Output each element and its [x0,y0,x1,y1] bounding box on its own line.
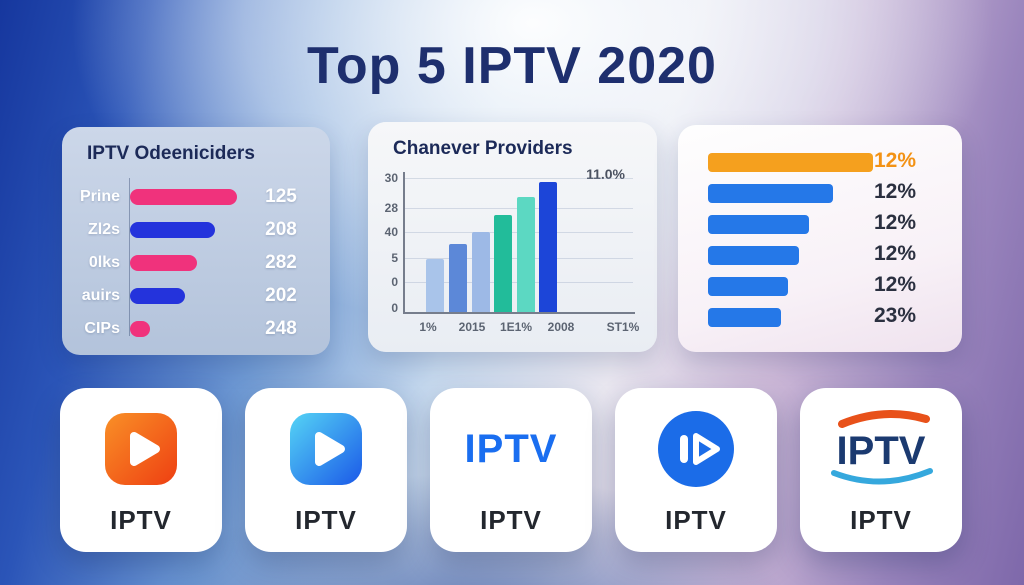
percent-bar [708,184,833,203]
iptv-wordmark-icon: IPTV [800,406,962,492]
y-axis-tick-label: 30 [384,171,398,185]
play-icon [290,413,362,485]
provider-bar [130,189,237,205]
column-chart-title: Chanever Providers [393,138,573,159]
provider-value: 248 [265,318,297,339]
column-bar [426,259,444,312]
app-card[interactable]: IPTV [615,388,777,552]
x-axis-tick-label: 2008 [547,320,575,334]
providers-bar-list-panel: IPTV Odeeniciders Prine 125 Zl2s 208 0lks 282… [62,127,330,355]
iptv-wordmark-icon: IPTV [464,426,558,471]
chart-annotation: 11.0% [586,166,625,182]
y-axis-line [403,172,405,314]
percent-row: 12% [678,180,962,210]
percent-value: 12% [873,211,916,234]
app-card-label: IPTV [110,505,172,535]
percent-value: 23% [873,304,916,327]
column-bar [517,197,535,312]
play-circle-icon [658,411,734,487]
page-title: Top 5 IPTV 2020 [307,37,717,95]
provider-label: CIPs [84,320,120,337]
x-axis-tick-label: ST1% [606,320,640,334]
app-icon-wrap [60,406,222,492]
provider-bar [130,222,215,238]
y-axis-tick-label: 5 [391,251,398,265]
x-axis-line [403,312,635,314]
column-chart-plot-area [403,172,635,314]
y-axis-tick-label: 40 [384,225,398,239]
column-bar [472,232,490,312]
percent-row: 12% [678,273,962,303]
provider-label: Zl2s [87,221,120,238]
app-card[interactable]: IPTV [60,388,222,552]
percent-row: 12% [678,149,962,179]
iptv-wordmark-icon: IPTV [430,406,592,492]
percent-bar-chart-panel: 12% 12% 12% 12% 12% 23% [678,125,962,352]
provider-row: CIPs 248 [62,316,330,342]
app-card-label: IPTV [665,505,727,535]
app-card[interactable]: IPTV IPTV [430,388,592,552]
column-bar [539,182,557,312]
provider-row: Prine 125 [62,184,330,210]
x-axis-tick-label: 2015 [458,320,486,334]
percent-row: 12% [678,211,962,241]
percent-value: 12% [873,149,916,172]
percent-value: 12% [873,242,916,265]
provider-value: 125 [265,186,297,207]
app-icon-wrap [245,406,407,492]
percent-bar [708,153,873,172]
column-bar [449,244,467,312]
x-axis-tick-label: 1% [419,320,437,334]
y-axis-tick-label: 0 [391,275,398,289]
svg-text:IPTV: IPTV [837,429,926,473]
app-card-label: IPTV [295,505,357,535]
percent-bar [708,215,809,234]
gridline [405,178,633,179]
column-chart-panel: Chanever Providers 11.0% 30 28 40 5 0 0 1% 2015… [368,122,657,352]
provider-bar [130,321,150,337]
app-icon-wrap [615,406,777,492]
provider-value: 282 [265,252,297,273]
provider-row: Zl2s 208 [62,217,330,243]
provider-label: auirs [81,287,120,304]
provider-row: auirs 202 [62,283,330,309]
app-card-label: IPTV [480,505,542,535]
percent-value: 12% [873,180,916,203]
iptv-logo-swoosh: IPTV [831,410,933,485]
x-axis-tick-label: 1E1% [499,320,533,334]
percent-value: 12% [873,273,916,296]
percent-bar [708,246,799,265]
provider-bar [130,255,197,271]
app-card[interactable]: IPTV [245,388,407,552]
percent-row: 12% [678,242,962,272]
percent-bar [708,308,781,327]
provider-label: 0lks [88,254,120,271]
app-card-label: IPTV [850,505,912,535]
provider-row: 0lks 282 [62,250,330,276]
play-icon [105,413,177,485]
provider-value: 208 [265,219,297,240]
y-axis-tick-label: 28 [384,201,398,215]
app-card[interactable]: IPTV IPTV [800,388,962,552]
providers-panel-title: IPTV Odeeniciders [87,143,255,164]
column-bar [494,215,512,312]
provider-value: 202 [265,285,297,306]
bar-list-axis-line [129,178,130,336]
y-axis-tick-label: 0 [391,301,398,315]
provider-label: Prine [79,188,120,205]
provider-bar [130,288,185,304]
percent-row: 23% [678,304,962,334]
percent-bar [708,277,788,296]
